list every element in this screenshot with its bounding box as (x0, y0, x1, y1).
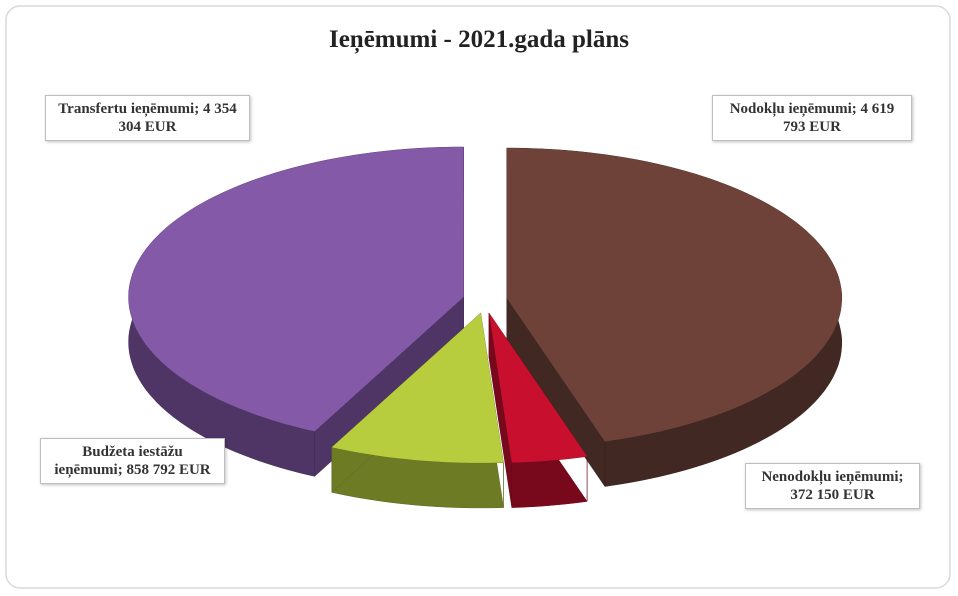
value-label: 4 354 304 EUR (118, 101, 237, 135)
category-label: Transfertu ieņēmumi; (58, 101, 200, 117)
chart-title: Ieņēmumi - 2021.gada plāns (328, 26, 630, 53)
slice (128, 147, 464, 432)
value-label: 858 792 EUR (126, 462, 211, 478)
category-label: Nodokļu ieņēmumi; (729, 101, 857, 117)
slice (488, 312, 588, 463)
data-label: Nodokļu ieņēmumi; 4 619 793 EUR (712, 95, 912, 141)
value-label: 372 150 EUR (790, 487, 875, 503)
slice (331, 312, 504, 463)
category-label: Budžeta iestāžu ieņēmumi; (54, 444, 183, 478)
slice (506, 148, 842, 442)
data-label: Nenodokļu ieņēmumi; 372 150 EUR (745, 463, 920, 509)
data-label: Budžeta iestāžu ieņēmumi; 858 792 EUR (40, 438, 225, 484)
data-label: Transfertu ieņēmumi; 4 354 304 EUR (45, 95, 250, 141)
value-label: 4 619 793 EUR (783, 101, 895, 135)
category-label: Nenodokļu ieņēmumi; (761, 469, 904, 485)
